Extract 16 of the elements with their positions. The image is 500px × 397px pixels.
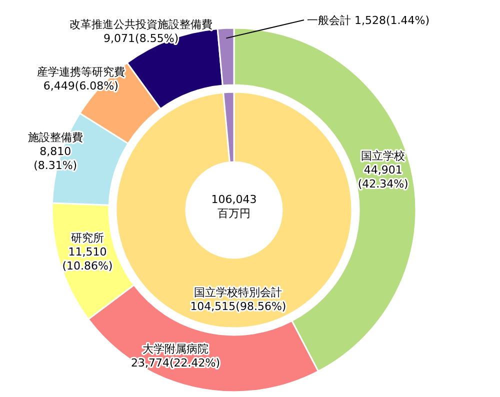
slice-label: 改革推進公共投資施設整備費 (70, 18, 213, 31)
data-label: 44,901 (42.34%) (358, 163, 408, 190)
slice-label: 産学連携等研究費 (36, 65, 125, 78)
data-label: 8,810 (8.31%) (34, 144, 78, 172)
slice-label: 国立学校 (361, 149, 406, 162)
slice-label: 国立学校特別会計 (194, 286, 282, 299)
data-label: 23,774(22.42%) (130, 356, 220, 370)
slice-label: 大学附属病院 (142, 342, 208, 356)
text: 106,043 百万円 (211, 193, 257, 220)
data-label: 104,515(98.56%) (190, 300, 286, 313)
data-label: 11,510 (10.86%) (62, 246, 113, 273)
data-label: 9,071(8.55%) (104, 32, 179, 45)
slice-label: 一般会計 1,528(1.44%) (307, 14, 430, 27)
slice-label: 施設整備費 (28, 130, 83, 144)
donut-slice (115, 91, 353, 329)
slice-label: 研究所 (70, 232, 104, 245)
